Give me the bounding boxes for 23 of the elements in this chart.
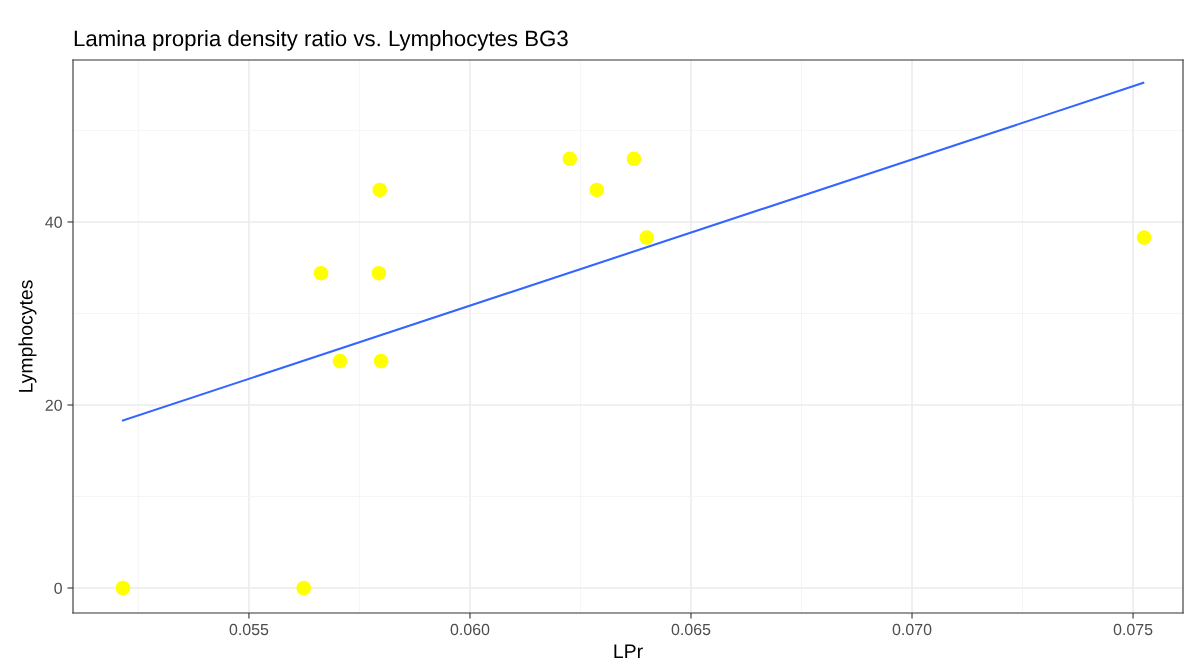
x-tick-label: 0.060 (450, 623, 490, 636)
point (589, 182, 605, 198)
y-axis-title: Lymphocytes (18, 280, 37, 392)
point (372, 182, 388, 198)
point (626, 151, 642, 167)
point (332, 353, 348, 369)
point (296, 580, 312, 596)
point (371, 265, 387, 281)
x-axis-title: LPr (614, 644, 643, 658)
x-tick-label: 0.055 (229, 623, 269, 636)
y-tick-label: 40 (45, 216, 62, 228)
point (115, 580, 131, 596)
point (313, 265, 329, 281)
point (639, 230, 655, 245)
chart-title: Lamina propria density ratio vs. Lymphocytes BG3 (74, 30, 568, 51)
x-tick-label: 0.070 (892, 623, 932, 636)
y-tick-label: 0 (54, 582, 62, 594)
y-tick-label: 20 (45, 399, 62, 411)
point (562, 151, 578, 167)
x-tick-label: 0.075 (1113, 623, 1153, 636)
point (373, 353, 389, 369)
x-tick-label: 0.065 (671, 623, 711, 636)
point (1136, 230, 1152, 245)
